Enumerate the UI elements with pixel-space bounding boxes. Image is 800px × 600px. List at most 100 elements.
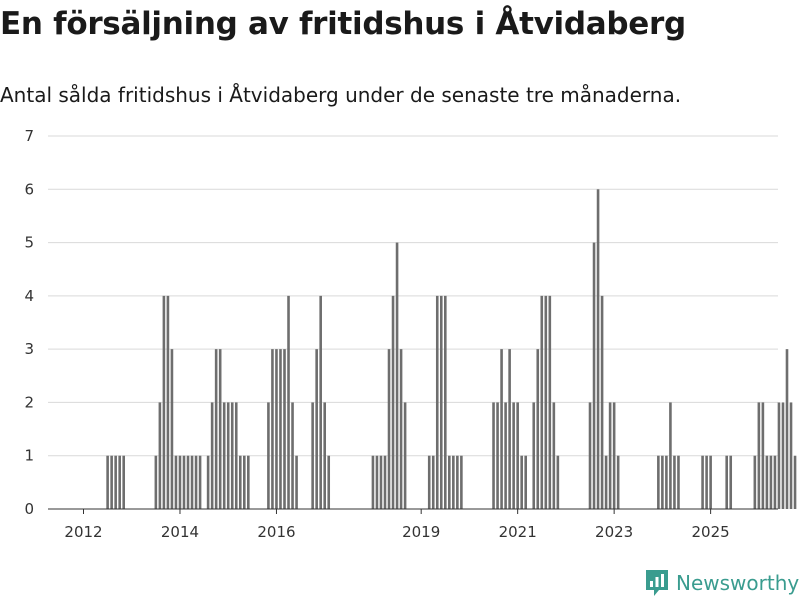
bar <box>158 402 162 509</box>
bar <box>504 402 507 509</box>
bar <box>439 295 443 509</box>
y-tick-label: 1 <box>24 447 34 465</box>
bar <box>460 455 463 509</box>
bar <box>190 455 194 509</box>
y-tick-label: 5 <box>24 234 34 252</box>
bar <box>761 402 765 509</box>
brand-name: Newsworthy <box>676 571 800 595</box>
bar <box>174 455 178 509</box>
bar <box>315 349 318 509</box>
bar <box>110 455 113 509</box>
bar <box>118 455 121 509</box>
bar <box>753 455 757 509</box>
bar <box>295 455 298 509</box>
bar <box>222 402 226 509</box>
newsworthy-icon <box>646 570 668 596</box>
bar <box>395 242 399 510</box>
newsworthy-logo: Newsworthy <box>644 568 799 598</box>
bar <box>709 455 712 509</box>
bar <box>287 295 290 509</box>
x-tick-label: 2019 <box>402 523 440 541</box>
bar <box>548 295 552 509</box>
x-tick-label: 2012 <box>64 523 102 541</box>
bar <box>492 402 495 509</box>
bar <box>789 402 793 509</box>
bar <box>114 455 117 509</box>
bar <box>234 402 238 509</box>
bar <box>765 455 769 509</box>
gridlines <box>48 135 778 457</box>
chart-subtitle: Antal sålda fritidshus i Åtvidaberg unde… <box>0 83 682 107</box>
bar <box>448 455 451 509</box>
bar <box>387 349 391 509</box>
x-tick-label: 2014 <box>161 523 199 541</box>
bar <box>291 402 294 509</box>
bar <box>536 349 540 509</box>
bar <box>452 455 455 509</box>
bar <box>218 349 222 509</box>
bar <box>166 295 170 509</box>
y-tick-label: 6 <box>24 180 34 198</box>
bar <box>122 455 125 509</box>
bar <box>773 455 777 509</box>
bar <box>375 455 379 509</box>
bar <box>427 455 431 509</box>
bar <box>106 455 109 509</box>
bar <box>243 455 246 509</box>
bar <box>182 455 186 509</box>
bar <box>399 349 403 509</box>
bar <box>508 349 511 509</box>
bar <box>154 455 158 509</box>
y-tick-label: 7 <box>24 127 34 145</box>
bar <box>661 455 664 509</box>
bar <box>500 349 503 509</box>
bar <box>162 295 166 509</box>
bar <box>230 402 234 509</box>
bar <box>214 349 218 509</box>
bar <box>785 349 789 509</box>
bar <box>544 295 548 509</box>
bar <box>371 455 375 509</box>
bar <box>431 455 435 509</box>
bar <box>729 455 733 509</box>
bar <box>516 402 519 509</box>
bar <box>271 349 274 509</box>
bar <box>604 455 608 509</box>
bar <box>283 349 286 509</box>
bar <box>540 295 544 509</box>
y-tick-label: 2 <box>24 393 34 411</box>
bar <box>327 455 331 509</box>
bar <box>524 455 527 509</box>
bar <box>769 455 773 509</box>
bar <box>592 242 596 510</box>
bar <box>170 349 174 509</box>
bar <box>403 402 407 509</box>
bar <box>701 455 704 509</box>
x-axis: 2012 2014 2016 2019 2021 2023 2025 <box>64 509 730 541</box>
bar <box>600 295 604 509</box>
bar <box>186 455 190 509</box>
bar <box>319 295 322 509</box>
y-tick-label: 0 <box>24 500 34 518</box>
bar <box>311 402 314 509</box>
bar <box>267 402 270 509</box>
bar <box>238 455 242 509</box>
bar <box>520 455 523 509</box>
bar <box>178 455 182 509</box>
x-tick-label: 2016 <box>257 523 295 541</box>
bar <box>435 295 439 509</box>
bar <box>608 402 612 509</box>
bar <box>596 189 600 510</box>
bar <box>673 455 676 509</box>
bar <box>556 455 560 509</box>
bar <box>206 455 210 509</box>
bar <box>496 402 499 509</box>
bar <box>793 455 797 509</box>
bar <box>444 295 447 509</box>
bar <box>552 402 556 509</box>
bar <box>279 349 282 509</box>
x-tick-label: 2021 <box>499 523 537 541</box>
bar <box>588 402 592 509</box>
bar <box>383 455 387 509</box>
